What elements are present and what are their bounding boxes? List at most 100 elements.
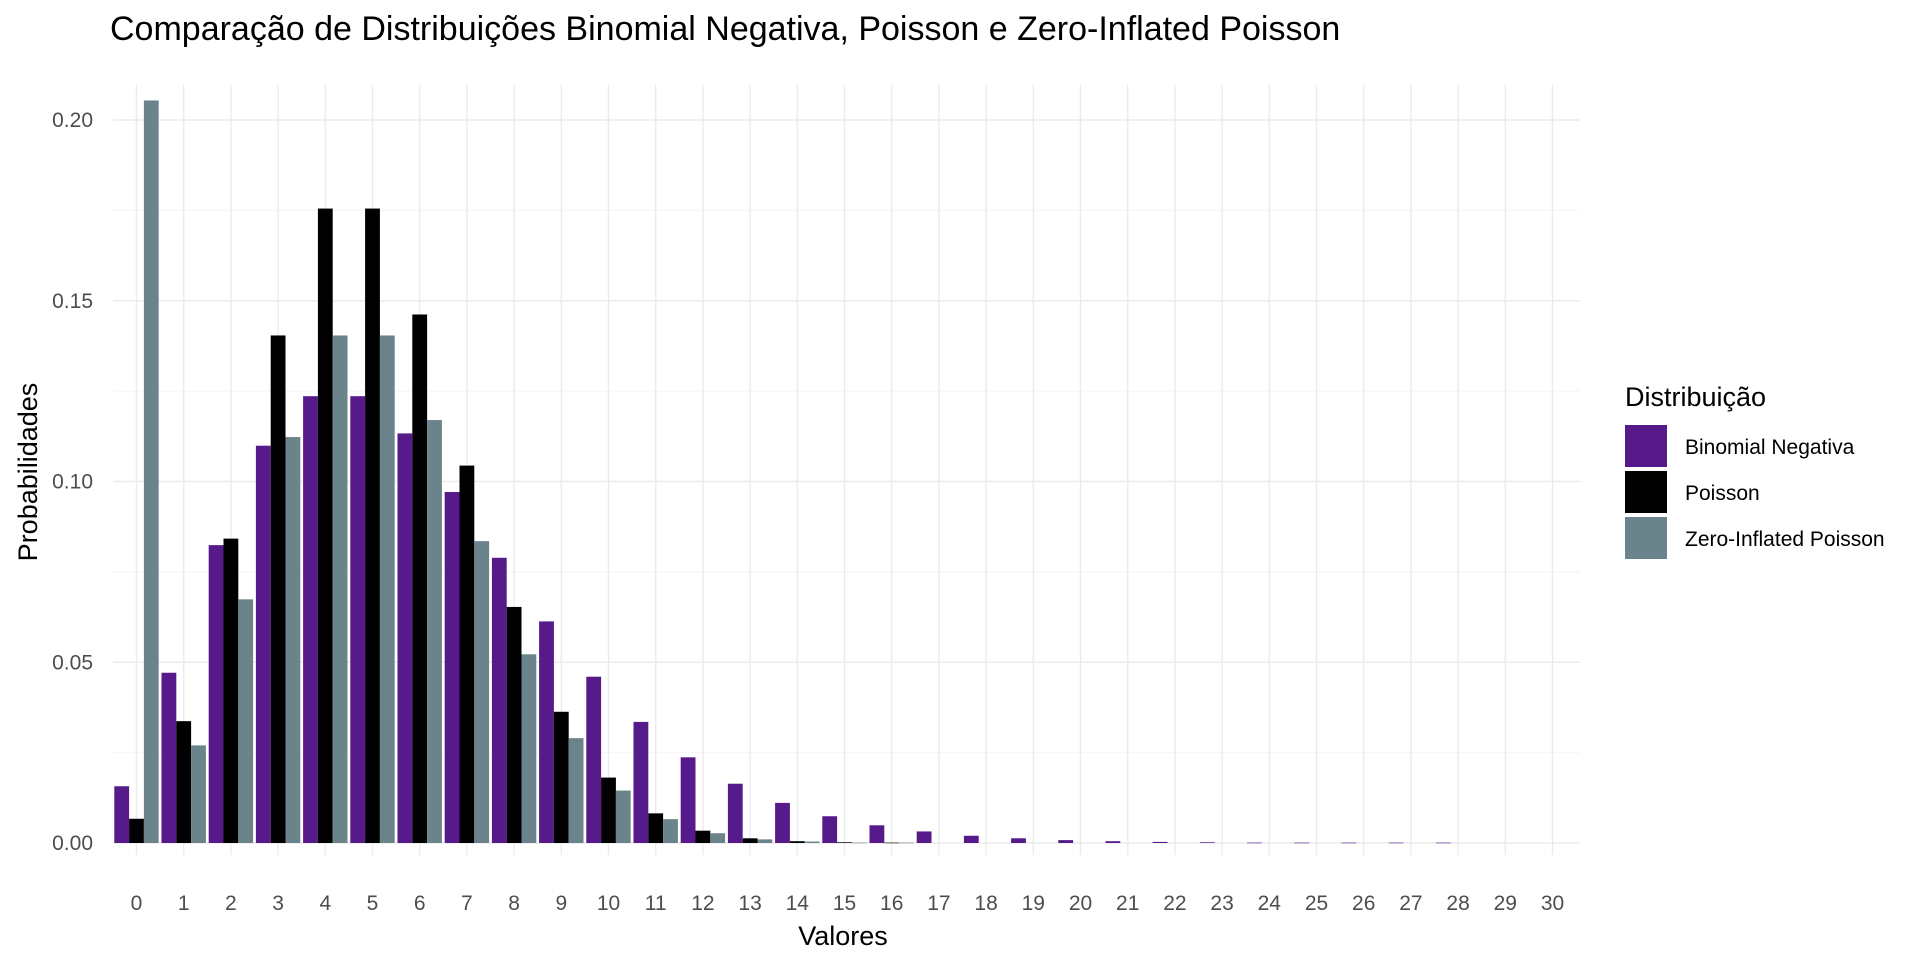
x-tick-label: 12 — [691, 892, 714, 915]
x-tick-label: 3 — [272, 892, 284, 915]
bar-poisson-3 — [270, 335, 286, 843]
legend-key-binomial-negativa — [1625, 425, 1667, 467]
bar-poisson-6 — [412, 314, 428, 843]
bar-binomial-negativa-24 — [1247, 842, 1262, 844]
x-tick-label: 17 — [927, 892, 950, 915]
bar-binomial-negativa-17 — [916, 831, 932, 843]
x-tick-label: 10 — [597, 892, 620, 915]
bar-binomial-negativa-2 — [208, 545, 224, 843]
x-tick-label: 23 — [1210, 892, 1233, 915]
bar-binomial-negativa-9 — [539, 621, 554, 843]
y-tick-label: 0.20 — [52, 109, 93, 132]
legend-label-poisson: Poisson — [1685, 482, 1760, 505]
bar-poisson-8 — [506, 606, 522, 843]
bar-zero-inflated-poisson-0 — [143, 100, 159, 843]
x-tick-label: 13 — [738, 892, 761, 915]
x-axis-title: Valores — [798, 921, 888, 951]
x-tick-label: 15 — [833, 892, 856, 915]
x-tick-label: 14 — [786, 892, 810, 915]
bar-zero-inflated-poisson-7 — [474, 541, 490, 843]
bar-poisson-7 — [459, 465, 475, 843]
x-tick-label: 11 — [645, 892, 667, 915]
y-tick-label: 0.00 — [52, 832, 93, 855]
x-tick-label: 2 — [225, 892, 237, 915]
bar-binomial-negativa-26 — [1341, 842, 1357, 844]
x-tick-label: 4 — [319, 892, 331, 915]
y-tick-label: 0.10 — [52, 471, 93, 494]
legend-key-poisson — [1625, 471, 1667, 513]
bar-binomial-negativa-1 — [161, 672, 177, 843]
bar-zero-inflated-poisson-13 — [757, 839, 773, 843]
bar-zero-inflated-poisson-11 — [663, 819, 678, 843]
x-tick-label: 30 — [1541, 892, 1564, 915]
bar-binomial-negativa-28 — [1435, 842, 1451, 844]
bar-zero-inflated-poisson-3 — [285, 437, 301, 843]
bar-binomial-negativa-6 — [397, 433, 413, 843]
bar-binomial-negativa-8 — [491, 557, 507, 843]
bar-zero-inflated-poisson-2 — [238, 599, 254, 843]
bar-zero-inflated-poisson-1 — [191, 745, 206, 843]
x-tick-label: 8 — [508, 892, 520, 915]
bar-poisson-5 — [365, 208, 380, 843]
bar-binomial-negativa-16 — [869, 825, 885, 843]
x-tick-label: 25 — [1305, 892, 1328, 915]
legend-label-zero-inflated-poisson: Zero-Inflated Poisson — [1685, 528, 1885, 551]
bar-binomial-negativa-12 — [680, 757, 696, 843]
bar-poisson-0 — [129, 818, 144, 843]
bars — [114, 100, 1451, 844]
bar-poisson-9 — [553, 711, 569, 843]
y-axis-title: Probabilidades — [13, 383, 43, 562]
x-tick-label: 19 — [1022, 892, 1045, 915]
bar-poisson-11 — [648, 813, 664, 843]
x-tick-label: 29 — [1494, 892, 1517, 915]
bar-zero-inflated-poisson-8 — [521, 654, 537, 843]
bar-zero-inflated-poisson-12 — [710, 833, 726, 843]
bar-zero-inflated-poisson-14 — [804, 841, 820, 843]
x-tick-label: 22 — [1163, 892, 1186, 915]
x-tick-label: 9 — [555, 892, 567, 915]
bar-binomial-negativa-0 — [114, 786, 130, 843]
x-axis-ticks: 0 1 2 3 4 5 6 7 8 9 10 11 12 13 14 15 16 17 18 19 20 21 22 23 24… — [131, 892, 1565, 915]
bar-poisson-2 — [223, 538, 239, 843]
bar-binomial-negativa-11 — [633, 721, 649, 843]
bar-poisson-12 — [695, 830, 711, 843]
bar-zero-inflated-poisson-16 — [899, 842, 914, 844]
x-tick-label: 20 — [1069, 892, 1092, 915]
x-tick-label: 16 — [880, 892, 903, 915]
x-tick-label: 27 — [1399, 892, 1422, 915]
bar-zero-inflated-poisson-5 — [379, 335, 395, 843]
bar-binomial-negativa-3 — [255, 445, 271, 843]
bar-poisson-14 — [789, 841, 805, 843]
bar-binomial-negativa-18 — [963, 835, 979, 843]
bar-poisson-15 — [837, 842, 852, 843]
bar-zero-inflated-poisson-10 — [615, 790, 631, 843]
bar-poisson-10 — [601, 777, 616, 843]
x-tick-label: 28 — [1446, 892, 1469, 915]
bar-binomial-negativa-27 — [1388, 842, 1404, 844]
bar-binomial-negativa-25 — [1294, 842, 1310, 844]
bar-zero-inflated-poisson-15 — [851, 842, 867, 844]
bar-binomial-negativa-4 — [303, 396, 318, 843]
bar-zero-inflated-poisson-4 — [332, 335, 348, 843]
bar-zero-inflated-poisson-9 — [568, 738, 584, 843]
y-axis-ticks: 0.00 0.05 0.10 0.15 0.20 — [52, 109, 93, 855]
legend-title: Distribuição — [1625, 382, 1766, 412]
legend-label-binomial-negativa: Binomial Negativa — [1685, 436, 1855, 459]
y-tick-label: 0.05 — [52, 651, 93, 674]
bar-binomial-negativa-21 — [1105, 841, 1121, 843]
bar-binomial-negativa-13 — [727, 783, 743, 843]
bar-binomial-negativa-15 — [822, 816, 838, 843]
chart-title: Comparação de Distribuições Binomial Neg… — [110, 10, 1340, 48]
bar-binomial-negativa-14 — [775, 802, 790, 843]
x-tick-label: 24 — [1258, 892, 1282, 915]
x-tick-label: 21 — [1116, 892, 1139, 915]
x-tick-label: 6 — [414, 892, 426, 915]
bar-binomial-negativa-23 — [1199, 842, 1215, 843]
bar-binomial-negativa-7 — [444, 491, 460, 843]
bar-binomial-negativa-10 — [586, 676, 602, 843]
x-tick-label: 26 — [1352, 892, 1375, 915]
legend: Distribuição Binomial Negativa Poisson Z… — [1625, 382, 1885, 559]
x-tick-label: 1 — [178, 892, 190, 915]
bar-binomial-negativa-20 — [1058, 840, 1074, 843]
